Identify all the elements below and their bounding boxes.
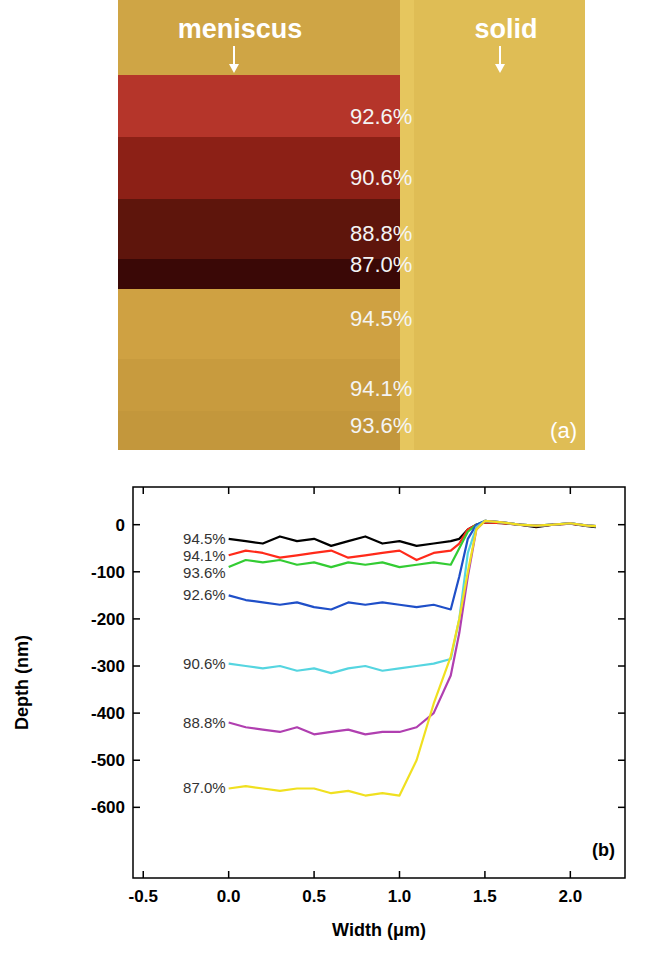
band-label: 94.5% (350, 306, 412, 331)
y-tick-label: -300 (91, 657, 125, 676)
x-tick-label: 0.5 (302, 887, 326, 906)
x-tick-label: -0.5 (129, 887, 158, 906)
y-tick-label: -400 (91, 704, 125, 723)
image-panel: 92.6% 90.6% 88.8% 87.0% 94.5% 94.1% 93.6% menis… (118, 0, 585, 450)
band-label: 87.0% (350, 252, 412, 277)
series-line (229, 521, 596, 796)
x-tick (228, 487, 230, 494)
band-label: 88.8% (350, 221, 412, 246)
series-label: 87.0% (183, 779, 226, 796)
y-tick (618, 712, 625, 714)
y-tick (618, 807, 625, 809)
x-tick-label: 2.0 (559, 887, 583, 906)
figure: 92.6%90.6%88.8%87.0%94.5%94.1%93.6%menis… (0, 0, 646, 953)
y-tick (133, 759, 140, 761)
series-line (229, 521, 596, 734)
background (0, 0, 646, 953)
band-label: 93.6% (350, 413, 412, 438)
x-tick-label: 0.0 (217, 887, 241, 906)
series-label: 93.6% (183, 564, 226, 581)
band-label: 94.1% (350, 376, 412, 401)
y-tick (618, 571, 625, 573)
lines (229, 521, 596, 796)
x-axis-title: Width (μm) (332, 920, 426, 940)
y-tick-label: -100 (91, 563, 125, 582)
x-tick (484, 487, 486, 494)
y-tick (618, 665, 625, 667)
y-tick (133, 618, 140, 620)
y-tick (133, 524, 140, 526)
solid-region (400, 0, 585, 450)
x-tick (313, 487, 315, 494)
arrow-head (495, 64, 505, 73)
series-label: 92.6% (183, 586, 226, 603)
plot-frame (133, 487, 625, 878)
region-title: solid (474, 14, 537, 44)
y-tick-label: -500 (91, 751, 125, 770)
x-tick (143, 871, 145, 878)
y-tick (618, 618, 625, 620)
y-tick-label: 0 (116, 516, 125, 535)
series-label: 88.8% (183, 714, 226, 731)
series-line (229, 521, 596, 610)
x-tick (484, 871, 486, 878)
y-axis-title: Depth (nm) (12, 635, 32, 730)
y-tick-label: -200 (91, 610, 125, 629)
chart-panel: -0.5 0.0 0.5 1.0 1.5 2.0 -600 -500 -400 -300 -200 -… (12, 487, 625, 940)
region-title: meniscus (178, 14, 303, 44)
series-line (229, 522, 596, 560)
y-tick (133, 571, 140, 573)
x-tick (399, 871, 401, 878)
x-tick (399, 487, 401, 494)
band-label: 90.6% (350, 165, 412, 190)
series-label: 90.6% (183, 655, 226, 672)
x-tick (570, 871, 572, 878)
y-tick (618, 524, 625, 526)
image-ground (118, 0, 585, 450)
panel-label: (b) (592, 840, 615, 860)
x-tick (143, 487, 145, 494)
y-tick (133, 665, 140, 667)
x-tick-label: 1.5 (473, 887, 497, 906)
series-line (229, 521, 596, 567)
y-tick (618, 759, 625, 761)
arrow-head (229, 64, 239, 73)
series-line (229, 521, 596, 673)
panel-label: (a) (550, 418, 577, 443)
band-label: 92.6% (350, 104, 412, 129)
series-label: 94.5% (183, 530, 226, 547)
x-tick (570, 487, 572, 494)
y-tick-label: -600 (91, 798, 125, 817)
x-tick (228, 871, 230, 878)
series-label: 94.1% (183, 547, 226, 564)
x-tick (313, 871, 315, 878)
x-tick-label: 1.0 (388, 887, 412, 906)
y-tick (133, 807, 140, 809)
y-tick (133, 712, 140, 714)
